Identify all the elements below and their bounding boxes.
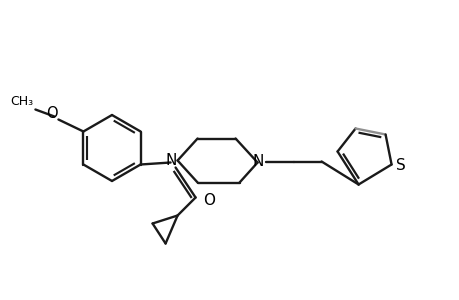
Text: O: O bbox=[46, 106, 58, 121]
Text: S: S bbox=[395, 158, 404, 173]
Text: O: O bbox=[203, 193, 215, 208]
Text: CH₃: CH₃ bbox=[10, 95, 33, 108]
Text: N: N bbox=[252, 154, 263, 169]
Text: N: N bbox=[166, 153, 177, 168]
